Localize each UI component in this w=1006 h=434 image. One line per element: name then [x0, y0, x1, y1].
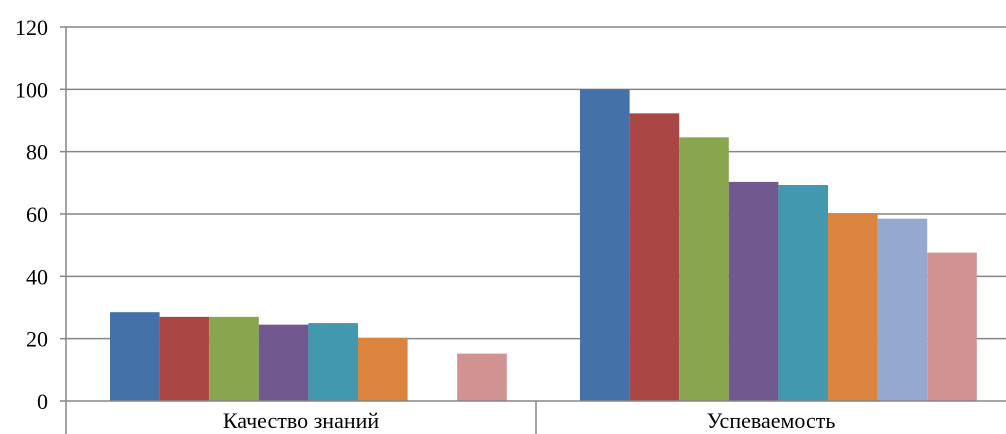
y-tick-label: 80 [26, 140, 48, 165]
bar [110, 312, 160, 401]
bar [927, 252, 977, 401]
y-tick-label: 60 [26, 202, 48, 227]
bar [358, 337, 408, 401]
category-labels: Качество знаний Успеваемость [223, 408, 836, 433]
bar [877, 218, 928, 401]
bar [209, 316, 259, 401]
y-tick-label: 120 [15, 15, 48, 40]
y-tick-label: 20 [26, 327, 48, 352]
bar [679, 137, 729, 401]
category-label: Качество знаний [223, 408, 380, 433]
bar [159, 316, 210, 401]
category-label: Успеваемость [707, 408, 836, 433]
y-tick-label: 0 [37, 389, 48, 414]
bar [308, 323, 358, 401]
bar [457, 353, 507, 401]
axes [60, 26, 1006, 434]
y-tick-label: 100 [15, 77, 48, 102]
bar [728, 181, 779, 401]
y-tick-label: 40 [26, 264, 48, 289]
bar [580, 89, 630, 401]
bar [828, 213, 878, 401]
bar [258, 324, 309, 401]
bar [778, 185, 828, 401]
bars [110, 89, 977, 401]
y-tick-labels: 0 20 40 60 80 100 120 [15, 15, 48, 414]
bar [629, 113, 680, 401]
